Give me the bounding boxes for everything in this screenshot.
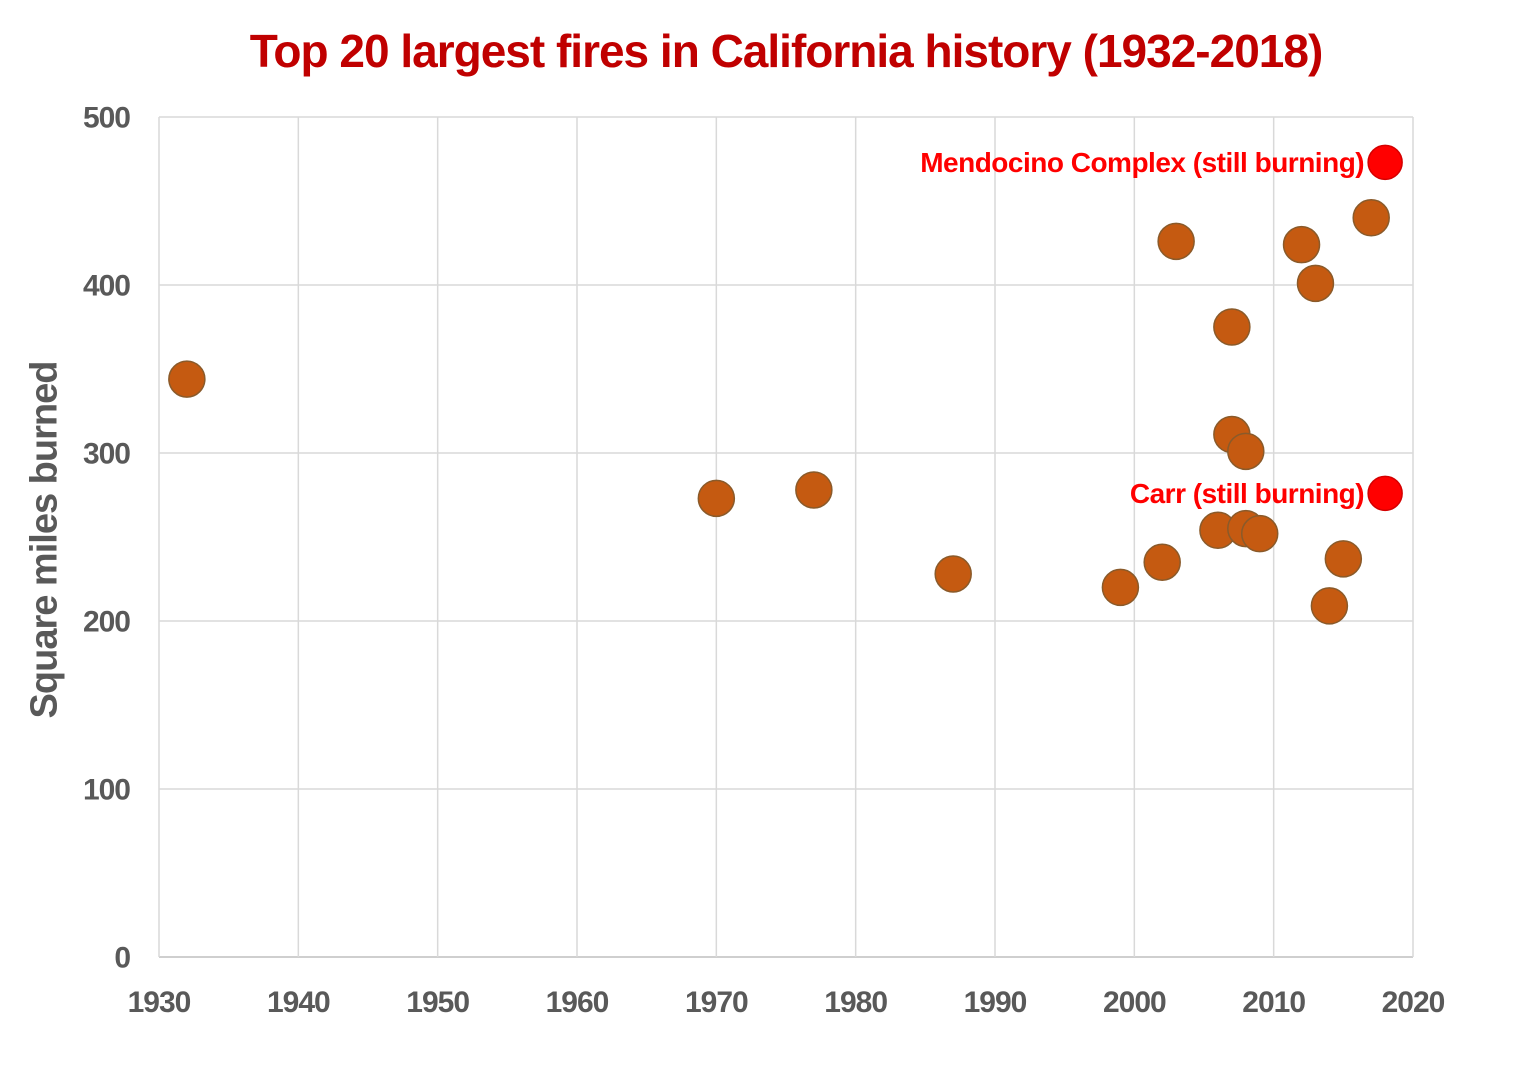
data-point-1-1 [1367, 475, 1403, 512]
y-tick-label-200: 200 [83, 606, 130, 639]
y-tick-label-100: 100 [83, 774, 130, 807]
y-tick-label-500: 500 [83, 102, 130, 135]
x-tick-label-1940: 1940 [267, 986, 330, 1019]
data-point-0-10 [1227, 432, 1265, 471]
y-tick-label-0: 0 [114, 942, 130, 975]
chart-title: Top 20 largest fires in California histo… [249, 25, 1324, 77]
data-point-0-12 [1240, 514, 1279, 553]
y-tick-label-400: 400 [83, 270, 130, 303]
y-tick-label-300: 300 [83, 438, 130, 471]
data-point-0-17 [1352, 199, 1390, 237]
data-point-0-4 [1101, 568, 1140, 607]
x-tick-label-1970: 1970 [685, 986, 748, 1019]
data-point-0-0 [168, 360, 206, 398]
data-point-0-15 [1310, 587, 1349, 625]
x-tick-label-1950: 1950 [406, 986, 469, 1019]
data-point-0-3 [934, 555, 972, 593]
y-axis-title: Square miles burned [23, 361, 66, 719]
x-tick-label-1990: 1990 [964, 986, 1027, 1019]
x-tick-label-2010: 2010 [1242, 986, 1305, 1019]
data-point-0-8 [1213, 308, 1251, 346]
x-tick-label-2020: 2020 [1382, 986, 1445, 1019]
data-point-1-0 [1367, 144, 1403, 181]
data-point-0-5 [1143, 543, 1181, 581]
data-point-0-16 [1324, 540, 1363, 578]
x-tick-label-1930: 1930 [128, 986, 191, 1019]
data-point-0-1 [697, 479, 736, 518]
point-label-mendocino: Mendocino Complex (still burning) [920, 147, 1364, 178]
point-label-carr: Carr (still burning) [1130, 478, 1364, 509]
x-tick-label-1960: 1960 [546, 986, 609, 1019]
x-tick-label-2000: 2000 [1103, 986, 1166, 1019]
data-point-0-14 [1296, 264, 1335, 303]
data-point-0-2 [795, 471, 833, 509]
data-point-0-6 [1157, 222, 1195, 261]
x-tick-label-1980: 1980 [824, 986, 887, 1019]
data-point-0-13 [1282, 225, 1321, 264]
